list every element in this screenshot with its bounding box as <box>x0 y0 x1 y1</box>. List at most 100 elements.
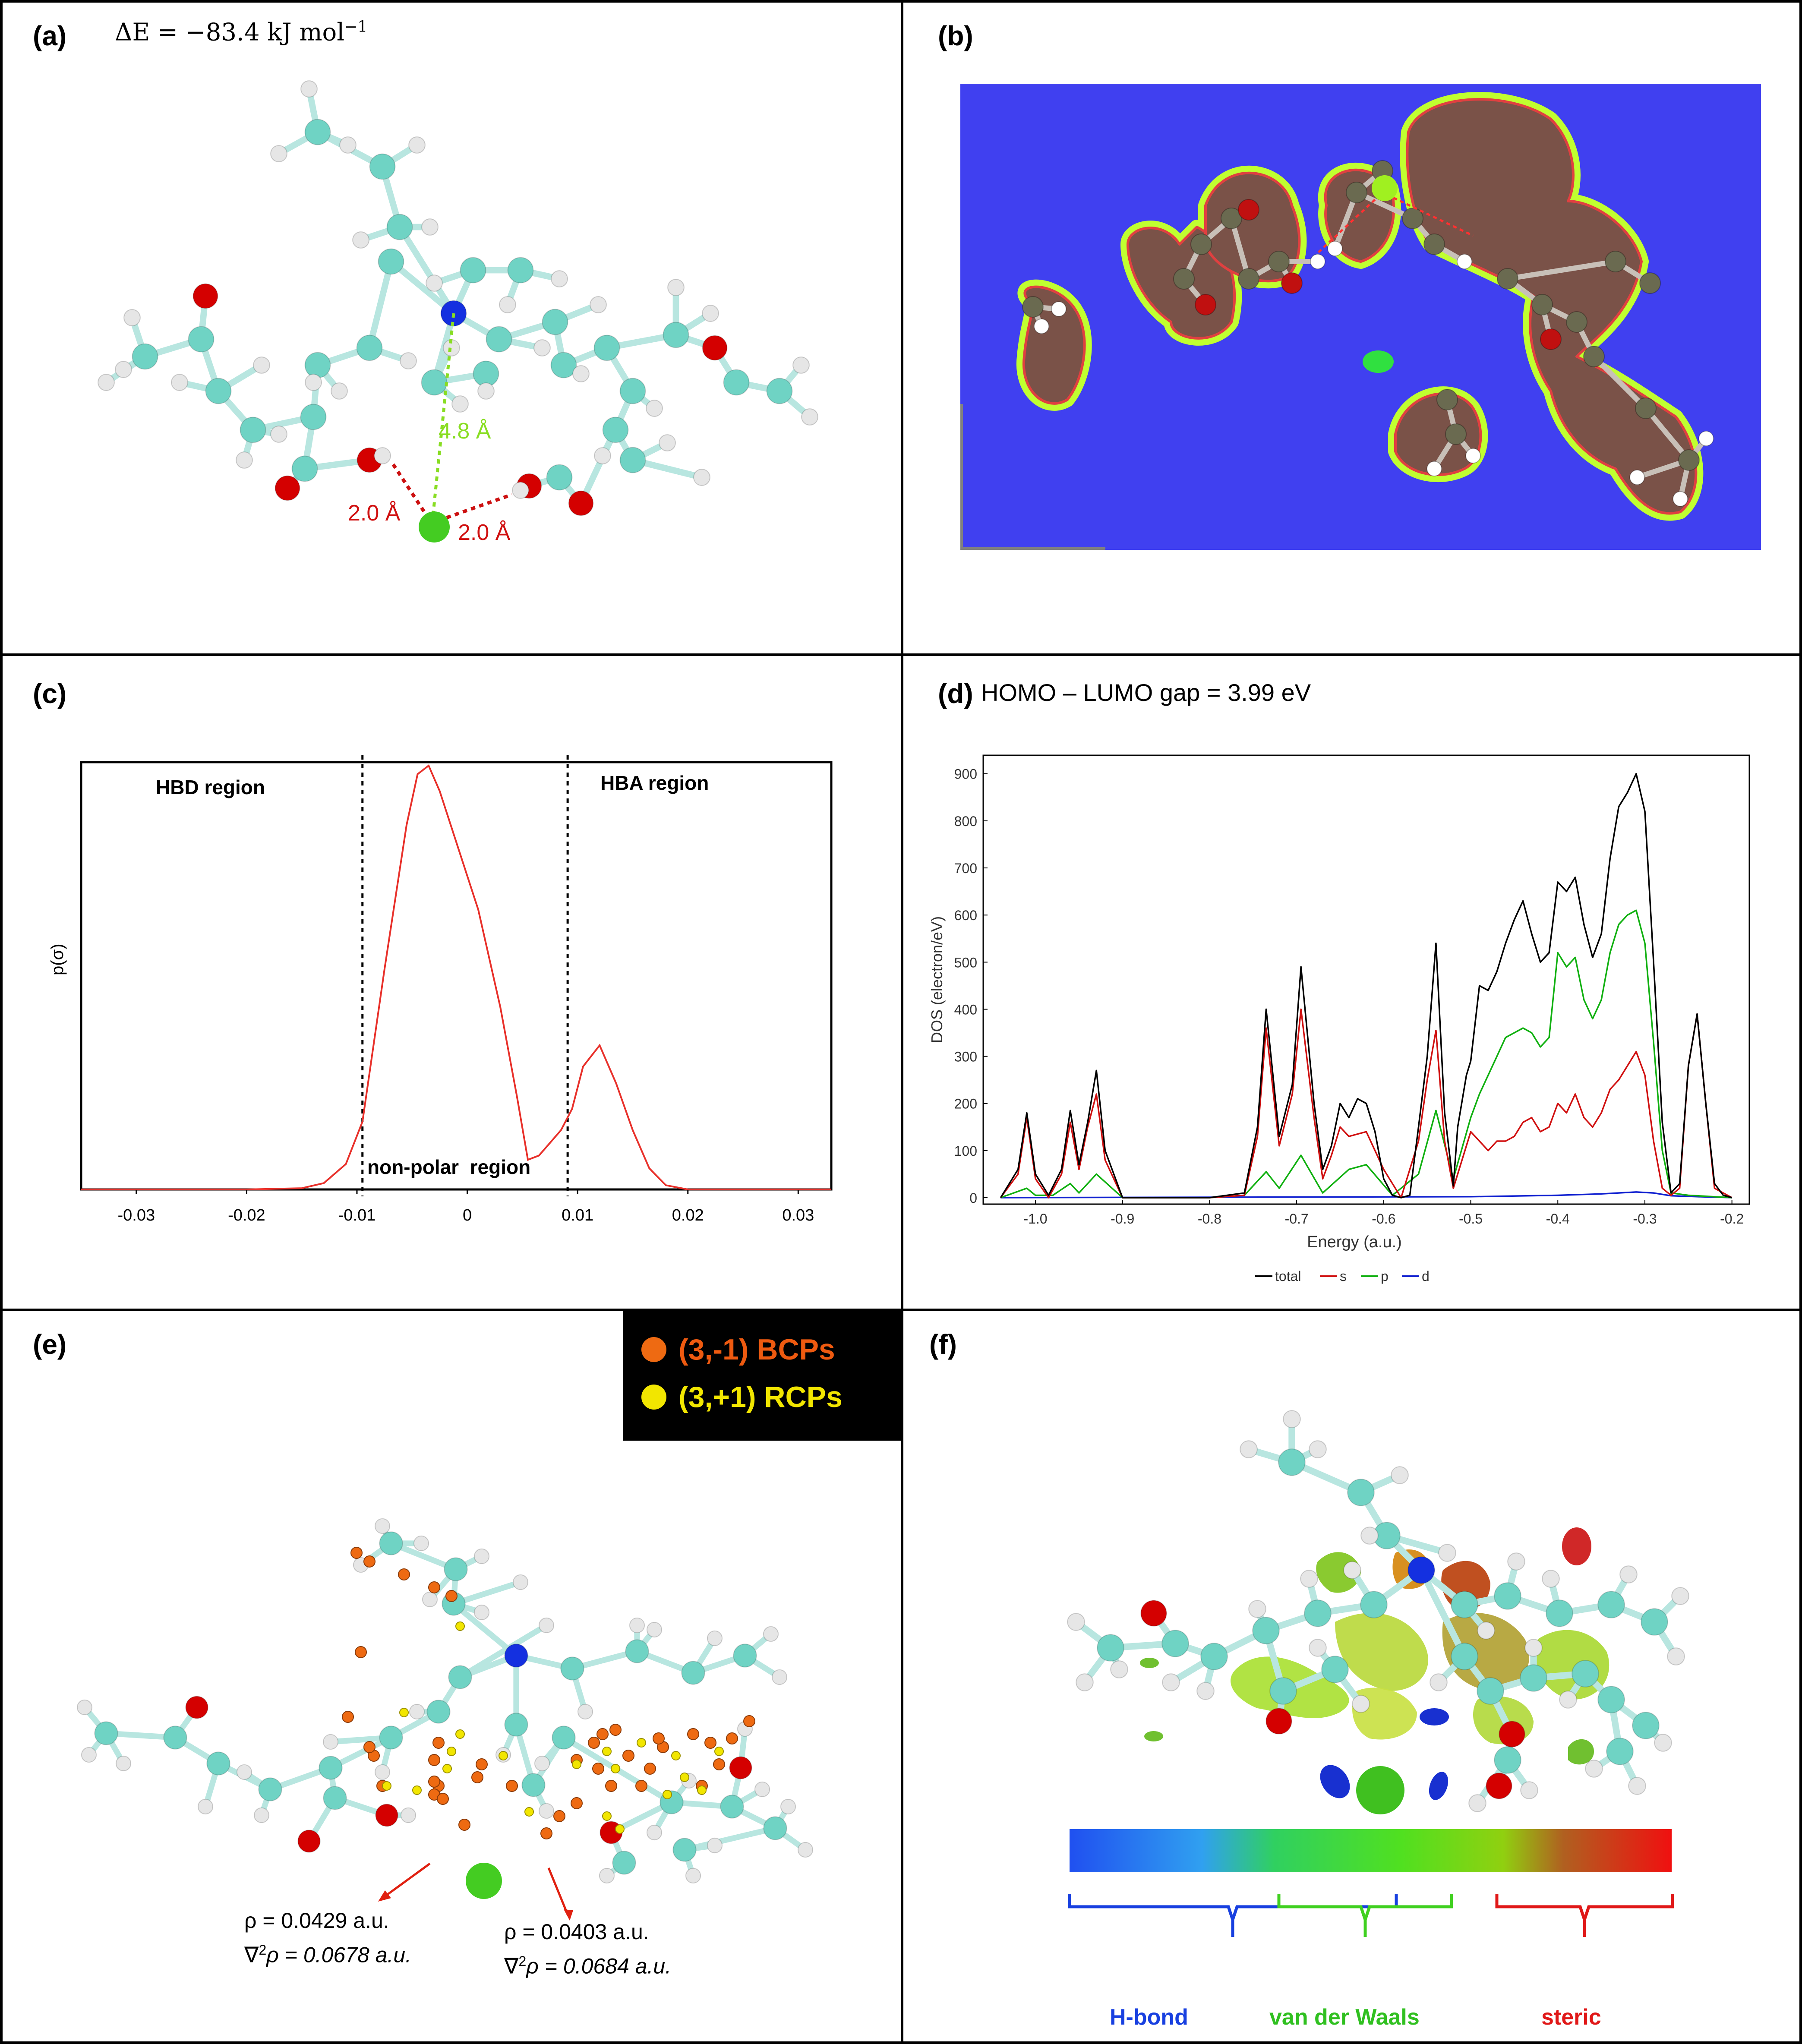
atom-C <box>1641 1608 1668 1636</box>
panel-a-label: (a) <box>33 20 67 51</box>
legend-rcp: (3,+1) RCPs <box>641 1380 843 1414</box>
y-tick-label: 600 <box>954 908 977 923</box>
bcp-point <box>428 1776 440 1788</box>
panel-d: (d) HOMO – LUMO gap = 3.99 eV 0 100 200 300… <box>901 653 1802 1311</box>
atom-C <box>625 1639 649 1663</box>
bcp-point <box>355 1646 367 1658</box>
rcp-point <box>524 1807 534 1817</box>
x-tick-label: -0.02 <box>228 1206 265 1224</box>
bcp-point <box>743 1715 755 1727</box>
bcp-point <box>571 1797 583 1809</box>
atom-H <box>1698 431 1714 446</box>
distance-label-n-cl: 4.8 Å <box>439 419 491 444</box>
interaction-energy-unit-exponent: −1 <box>344 18 368 36</box>
laplacian-value: ρ = 0.0678 a.u. <box>266 1943 412 1967</box>
bcp-point <box>350 1547 363 1559</box>
bcp-point <box>476 1758 488 1770</box>
atom-C <box>1436 389 1458 410</box>
bcp-point <box>540 1827 552 1839</box>
atom-C <box>1583 346 1605 367</box>
bond <box>396 224 457 317</box>
esp-green-spot <box>1363 350 1394 373</box>
atom-C <box>542 309 568 335</box>
series-d <box>1000 1191 1732 1199</box>
atom-H <box>1673 491 1688 507</box>
atom-C <box>1161 1630 1189 1657</box>
atom-C <box>1451 1643 1478 1670</box>
atom-C <box>672 1838 697 1862</box>
dos-axes: 0 100 200 300 400 500 600 700 800 900 -1.0 -0.9 -0.8… <box>954 766 1744 1227</box>
atom-C <box>291 455 318 482</box>
bcp-point <box>726 1732 738 1744</box>
sigma-profile-curve <box>81 764 831 1190</box>
bcp-annotation-left: ρ = 0.0429 a.u. ∇2ρ = 0.0678 a.u. <box>244 1906 411 1970</box>
atom-H <box>702 305 719 322</box>
atom-H <box>577 1703 593 1720</box>
atom-H <box>473 1548 490 1565</box>
atom-C <box>1238 268 1259 290</box>
hbond-line-left <box>391 463 432 522</box>
panel-d-label: (d) <box>938 678 973 709</box>
atom-O <box>185 1696 208 1719</box>
nci-color-scale <box>1070 1829 1672 1872</box>
y-tick-label: 900 <box>954 766 977 782</box>
distance-label-right: 2.0 Å <box>458 520 511 545</box>
atom-H <box>1352 1695 1370 1713</box>
atom-H <box>81 1747 97 1763</box>
atom-H <box>1196 1682 1215 1700</box>
atom-C <box>132 343 158 370</box>
atom-H <box>707 1837 723 1854</box>
atom-O <box>375 1804 398 1827</box>
atom-C <box>1494 1746 1521 1774</box>
bond <box>1644 407 1691 462</box>
atom-O <box>1486 1773 1512 1799</box>
hbond-line-right <box>438 493 513 522</box>
atom-C <box>507 257 534 284</box>
atom-O <box>275 475 300 501</box>
laplacian-exponent: 2 <box>259 1942 267 1958</box>
atom-C <box>1347 1479 1375 1506</box>
atom-C <box>723 369 750 396</box>
atom-H <box>667 279 685 296</box>
atom-H <box>534 1755 550 1772</box>
atom-H <box>1300 1570 1318 1588</box>
bcp-point <box>363 1741 376 1753</box>
atom-H <box>1667 1647 1685 1665</box>
atom-H <box>1654 1734 1672 1752</box>
bcp-point <box>596 1728 609 1740</box>
panel-c: (c) -0.03 -0.02 -0.01 0 0.01 0.02 0.03 HBD reg… <box>0 653 903 1311</box>
atom-C <box>369 153 396 180</box>
atom-H <box>1248 1600 1266 1618</box>
chloride-atom <box>419 511 450 543</box>
x-tick-label: -0.5 <box>1459 1211 1483 1227</box>
atom-H <box>590 296 607 313</box>
legend-label-total: total <box>1275 1268 1301 1284</box>
atom-H <box>413 1535 429 1552</box>
rcp-point <box>499 1751 508 1760</box>
atom-H <box>1034 319 1049 334</box>
bond <box>451 1579 524 1607</box>
atom-C <box>379 1531 403 1555</box>
rcp-point <box>455 1621 465 1631</box>
bcp-point <box>635 1780 647 1792</box>
critical-point-legend: (3,-1) BCPs (3,+1) RCPs <box>623 1311 901 1441</box>
atom-H <box>801 408 818 426</box>
atom-C <box>1278 1448 1306 1476</box>
atom-H <box>771 1669 788 1685</box>
y-tick-label: 800 <box>954 814 977 829</box>
homo-lumo-gap: HOMO – LUMO gap = 3.99 eV <box>981 679 1311 706</box>
scale-label-steric: steric <box>1541 2005 1601 2030</box>
atom-H <box>1585 1760 1603 1778</box>
distance-label-left: 2.0 Å <box>348 501 401 526</box>
atom-C <box>421 369 448 396</box>
laplacian-symbol: ∇ <box>504 1954 519 1978</box>
bond <box>1592 354 1648 410</box>
annotation-arrowhead-right <box>564 1909 573 1921</box>
atom-H <box>538 1617 555 1634</box>
atom-C <box>619 447 646 473</box>
atom-H <box>197 1798 214 1815</box>
nci-chloride-atom <box>1356 1766 1404 1814</box>
bcp-right-laplacian: ∇2ρ = 0.0684 a.u. <box>504 1946 671 1981</box>
atom-H <box>707 1630 723 1647</box>
bcp-point <box>432 1737 445 1749</box>
